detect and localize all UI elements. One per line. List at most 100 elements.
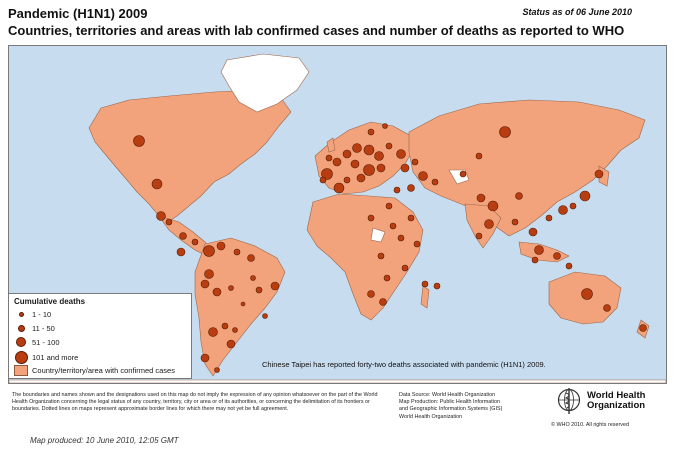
death-marker [221, 322, 229, 330]
antarctica-edge [9, 379, 666, 383]
death-marker [594, 169, 604, 179]
death-marker [411, 158, 419, 166]
death-marker [226, 339, 236, 349]
taipei-annotation: Chinese Taipei has reported forty-two de… [262, 360, 546, 369]
death-marker [569, 202, 577, 210]
death-marker [247, 254, 255, 262]
death-marker [363, 164, 375, 176]
death-marker [367, 128, 375, 136]
who-name: World Health Organization [587, 391, 645, 411]
death-marker [401, 264, 409, 272]
death-marker [475, 152, 483, 160]
legend-title: Cumulative deaths [14, 297, 86, 306]
map-produced-date: Map produced: 10 June 2010, 12:05 GMT [30, 436, 179, 445]
death-marker [216, 241, 226, 251]
legend-label: 101 and more [32, 353, 79, 362]
death-marker [204, 269, 214, 279]
greenland-land [220, 53, 310, 113]
death-marker [553, 252, 561, 260]
legend-row-11-50: 11 - 50 [14, 324, 55, 333]
central-africa-unaffected [370, 227, 386, 243]
death-marker [325, 154, 333, 162]
medium-circle-icon [17, 325, 25, 332]
death-marker [377, 252, 385, 260]
legend-label: 11 - 50 [32, 324, 55, 333]
death-marker [200, 353, 210, 363]
death-marker [376, 163, 386, 173]
map-header: Pandemic (H1N1) 2009 Status as of 06 Jun… [0, 0, 680, 45]
death-marker [459, 170, 467, 178]
death-marker [356, 173, 366, 183]
death-marker [382, 123, 388, 129]
death-marker [393, 186, 401, 194]
legend-row-1-10: 1 - 10 [14, 310, 51, 319]
death-marker [176, 247, 186, 257]
death-marker [350, 159, 360, 169]
death-marker [528, 227, 538, 237]
death-marker [333, 182, 345, 194]
death-marker [385, 202, 393, 210]
death-marker [214, 367, 220, 373]
death-marker [270, 281, 280, 291]
legend-label: 1 - 10 [32, 310, 52, 319]
death-marker [165, 218, 173, 226]
death-marker [262, 313, 268, 319]
map-production-line: Map Production: Public Health Informatio… [399, 399, 500, 406]
small-circle-icon [18, 312, 24, 317]
madagascar-land [420, 285, 430, 309]
death-marker [431, 178, 439, 186]
extra-large-circle-icon [14, 351, 28, 364]
death-marker [352, 143, 362, 153]
death-marker [515, 192, 523, 200]
death-marker [534, 245, 544, 255]
disclaimer-text: The boundaries and names shown and the d… [12, 392, 378, 413]
large-circle-icon [16, 337, 26, 347]
death-marker [133, 135, 145, 147]
death-marker [400, 163, 410, 173]
legend-row-area: Country/territory/area with confirmed ca… [14, 365, 175, 376]
death-marker [208, 327, 218, 337]
death-marker [233, 248, 241, 256]
death-marker [407, 184, 415, 192]
death-marker [379, 298, 387, 306]
death-marker [343, 176, 351, 184]
death-marker [367, 214, 375, 222]
death-marker [413, 240, 421, 248]
death-marker [255, 286, 263, 294]
death-marker [389, 222, 397, 230]
death-marker [531, 256, 539, 264]
org-line: World Health Organization [399, 413, 463, 420]
death-marker [156, 211, 166, 221]
death-marker [332, 157, 342, 167]
status-date: Status as of 06 June 2010 [522, 7, 632, 17]
death-marker [179, 232, 187, 240]
death-marker [487, 200, 499, 212]
asia-land [408, 99, 646, 237]
death-marker [499, 126, 511, 138]
who-name-line-2: Organization [587, 400, 646, 411]
map-title: Pandemic (H1N1) 2009 [8, 6, 148, 21]
uk-land [326, 137, 336, 153]
death-marker [397, 234, 405, 242]
death-marker [484, 219, 494, 229]
data-source-line: Data Source: World Health Organization [399, 392, 496, 398]
death-marker [374, 151, 384, 161]
death-marker [212, 287, 222, 297]
death-marker [558, 205, 568, 215]
death-marker [579, 190, 591, 202]
death-marker [240, 301, 246, 307]
death-marker [407, 214, 415, 222]
death-marker [342, 149, 352, 159]
southeast-asia-land [518, 241, 570, 263]
map-legend: Cumulative deaths 1 - 10 11 - 50 51 - 10… [8, 293, 192, 379]
map-subtitle: Countries, territories and areas with la… [8, 23, 625, 38]
death-marker [433, 282, 441, 290]
death-marker [321, 168, 333, 180]
death-marker [200, 279, 210, 289]
death-marker [421, 280, 429, 288]
death-marker [367, 290, 375, 298]
death-marker [545, 214, 553, 222]
africa-land [306, 193, 424, 321]
death-marker [581, 288, 593, 300]
death-marker [319, 176, 327, 184]
